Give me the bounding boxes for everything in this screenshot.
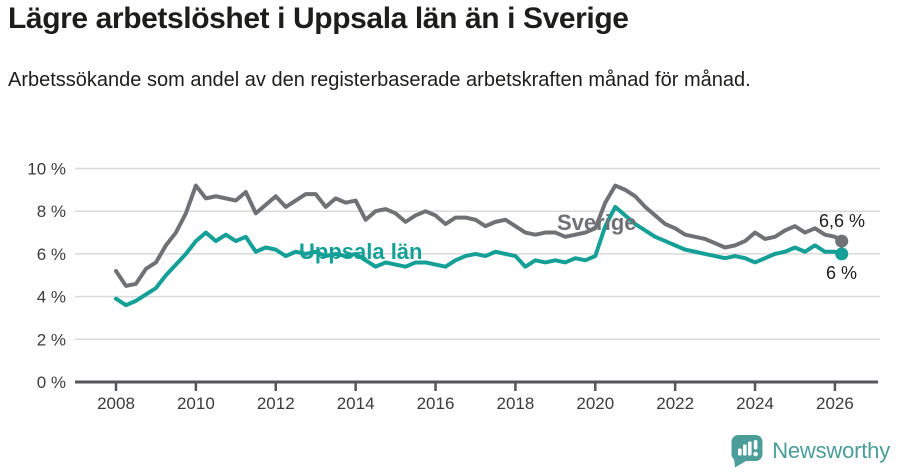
x-axis-tick-label: 2012 [257,394,295,413]
y-axis-labels: 0 % 2 % 4 % 6 % 8 % 10 % [27,160,66,393]
x-axis-tick-label: 2026 [816,394,854,413]
y-axis-tick-label: 4 % [37,288,66,307]
x-axis-tick-label: 2008 [97,394,135,413]
page-subtitle: Arbetssökande som andel av den registerb… [8,69,751,91]
x-axis-ticks [114,383,837,391]
y-axis-tick-label: 2 % [37,330,66,349]
newsworthy-logo-icon [731,435,763,468]
x-axis-tick-label: 2022 [656,394,694,413]
line-chart: 0 % 2 % 4 % 6 % 8 % 10 % 2008 2010 2012 2014 2016… [27,160,880,413]
brand-name: Newsworthy [772,438,890,463]
x-axis-tick-label: 2016 [417,394,455,413]
end-value-label-uppsala: 6 % [826,263,857,283]
y-axis-tick-label: 10 % [27,160,66,179]
x-axis-tick-label: 2010 [177,394,215,413]
series-end-dot-uppsala [835,247,849,261]
y-axis-tick-label: 0 % [37,373,66,392]
brand-footer[interactable]: Newsworthy [731,433,890,469]
series-label-sverige: Sverige [557,210,637,235]
series-line-sverige [114,183,844,288]
series-label-uppsala: Uppsala län [299,239,422,264]
series-line-uppsala [114,204,844,308]
series-end-dot-sverige [835,234,849,248]
gridlines [75,167,880,341]
end-value-label-sverige: 6,6 % [819,211,865,231]
y-axis-tick-label: 6 % [37,245,66,264]
y-axis-tick-label: 8 % [37,202,66,221]
page-title: Lägre arbetslöshet i Uppsala län än i Sv… [8,2,629,35]
x-axis-tick-label: 2018 [496,394,534,413]
x-axis-labels: 2008 2010 2012 2014 2016 2018 2020 2022 2024 2026 [97,394,854,413]
x-axis-tick-label: 2020 [576,394,614,413]
x-axis-tick-label: 2024 [736,394,774,413]
x-axis-tick-label: 2014 [337,394,375,413]
